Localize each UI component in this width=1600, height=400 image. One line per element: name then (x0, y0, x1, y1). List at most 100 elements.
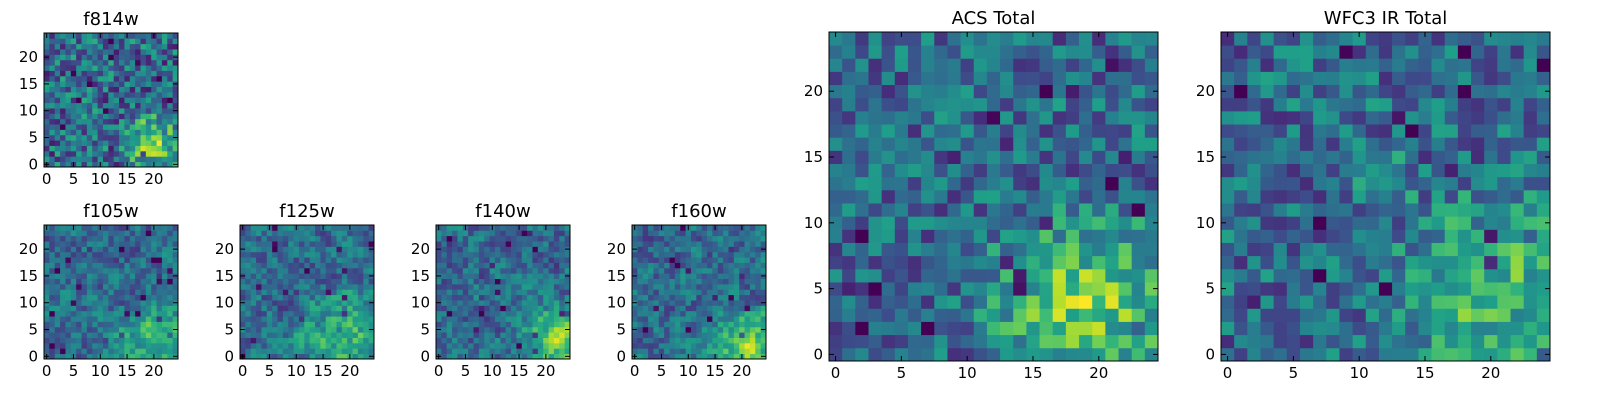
heatmap-cell (1471, 110, 1485, 125)
heatmap-cell (92, 161, 98, 168)
heatmap-cell (315, 262, 321, 269)
heatmap-cell (54, 108, 61, 114)
heatmap-cell (156, 332, 163, 338)
heatmap-cell (1457, 268, 1472, 283)
heatmap-cell (478, 300, 485, 306)
heatmap-cell (881, 32, 896, 46)
heatmap-cell (452, 332, 458, 338)
heatmap-cell (277, 332, 284, 338)
heatmap-cell (92, 156, 98, 163)
heatmap-cell (140, 316, 147, 322)
heatmap-cell (505, 337, 512, 344)
heatmap-cell (140, 70, 147, 77)
heatmap-cell (102, 267, 109, 274)
heatmap-cell (76, 38, 82, 45)
heatmap-cell (124, 267, 131, 274)
heatmap-cell (717, 337, 724, 344)
heatmap-cell (712, 316, 719, 322)
heatmap-cell (70, 235, 77, 242)
heatmap-cell (511, 235, 517, 242)
heatmap-cell (1457, 137, 1472, 151)
heatmap-cell (151, 49, 157, 55)
heatmap-cell (331, 267, 337, 274)
heatmap-cell (97, 332, 104, 338)
heatmap-cell (1105, 321, 1119, 336)
heatmap-cell (1457, 334, 1472, 349)
heatmap-cell (728, 316, 735, 322)
heatmap-cell (478, 262, 485, 269)
heatmap-cell (1234, 229, 1248, 243)
heatmap-cell (81, 54, 88, 61)
y-tick-label: 20 (1196, 82, 1215, 100)
heatmap-cell (642, 262, 649, 269)
heatmap-cell (282, 257, 289, 263)
heatmap-cell (1523, 176, 1538, 191)
heatmap-cell (1026, 347, 1040, 362)
heatmap-cell (1365, 321, 1380, 336)
heatmap-cell (505, 332, 512, 338)
heatmap-cell (97, 38, 104, 45)
x-tick-label: 0 (238, 362, 248, 380)
heatmap-cell (537, 348, 544, 355)
heatmap-cell (92, 225, 98, 231)
heatmap-cell (1536, 282, 1551, 296)
heatmap-cell (172, 113, 179, 120)
heatmap-cell (664, 321, 670, 328)
heatmap-cell (1118, 308, 1133, 322)
heatmap-cell (1092, 124, 1106, 138)
heatmap-cell (701, 251, 708, 258)
heatmap-cell (1405, 124, 1419, 138)
heatmap-cell (1497, 321, 1511, 336)
heatmap-cell (1026, 150, 1040, 164)
heatmap-cell (49, 310, 56, 317)
heatmap-cell (855, 150, 869, 164)
heatmap-cell (505, 246, 512, 253)
heatmap-cell (642, 235, 649, 242)
heatmap-cell (500, 342, 507, 349)
heatmap-cell (452, 310, 458, 317)
heatmap-cell (632, 321, 638, 328)
heatmap-cell (553, 262, 560, 269)
heatmap-cell (70, 332, 77, 338)
heatmap-cell (1497, 229, 1511, 243)
heatmap-cell (1000, 189, 1014, 204)
heatmap-cell (145, 241, 152, 247)
heatmap-cell (532, 348, 539, 355)
heatmap-cell (129, 332, 136, 338)
heatmap-cell (947, 321, 961, 336)
heatmap-cell (119, 305, 125, 312)
heatmap-cell (172, 91, 179, 98)
heatmap-cell (161, 150, 168, 157)
heatmap-cell (842, 110, 856, 125)
heatmap-cell (1118, 189, 1133, 204)
heatmap-cell (680, 278, 686, 285)
heatmap-cell (457, 332, 464, 338)
heatmap-cell (707, 300, 713, 306)
heatmap-cell (1299, 255, 1314, 270)
heatmap-cell (145, 251, 152, 258)
heatmap-cell (245, 267, 252, 274)
heatmap-cell (648, 262, 654, 269)
heatmap-cell (357, 326, 364, 333)
x-tick-label: 10 (483, 362, 502, 380)
heatmap-cell (108, 294, 115, 301)
heatmap-cell (960, 255, 975, 270)
heatmap-cell (1118, 282, 1133, 296)
heatmap-cell (642, 225, 649, 231)
heatmap-cell (102, 43, 109, 50)
heatmap-cell (97, 267, 104, 274)
heatmap-cell (494, 300, 501, 306)
heatmap-cell (86, 33, 93, 39)
heatmap-cell (564, 241, 571, 247)
heatmap-cell (135, 348, 141, 355)
heatmap-cell (320, 342, 327, 349)
heatmap-cell (986, 203, 1001, 217)
heatmap-cell (1118, 255, 1133, 270)
heatmap-cell (1013, 255, 1027, 270)
heatmap-cell (70, 118, 77, 125)
heatmap-cell (548, 262, 555, 269)
heatmap-cell (664, 289, 670, 296)
heatmap-cell (76, 262, 82, 269)
heatmap-cell (907, 189, 922, 204)
heatmap-cell (1444, 347, 1459, 362)
